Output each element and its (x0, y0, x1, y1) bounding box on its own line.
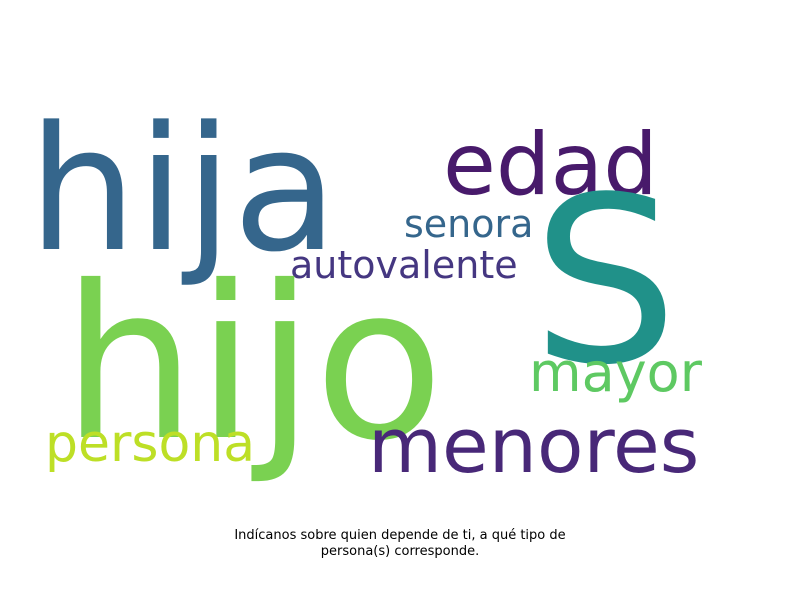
caption: Indícanos sobre quien depende de ti, a q… (150, 528, 650, 560)
caption-line-2: persona(s) corresponde. (320, 544, 480, 559)
word-s: S (532, 149, 678, 416)
word-senora: senora (404, 202, 534, 246)
word-mayor: mayor (529, 341, 702, 404)
word-autovalente: autovalente (290, 243, 518, 287)
caption-line-1: Indícanos sobre quien depende de ti, a q… (234, 528, 566, 543)
word-persona: persona (45, 414, 256, 474)
word-hijo: hijo (62, 240, 444, 487)
word-edad: edad (443, 115, 658, 215)
word-hija: hija (28, 89, 338, 290)
word-menores: menores (368, 401, 700, 490)
